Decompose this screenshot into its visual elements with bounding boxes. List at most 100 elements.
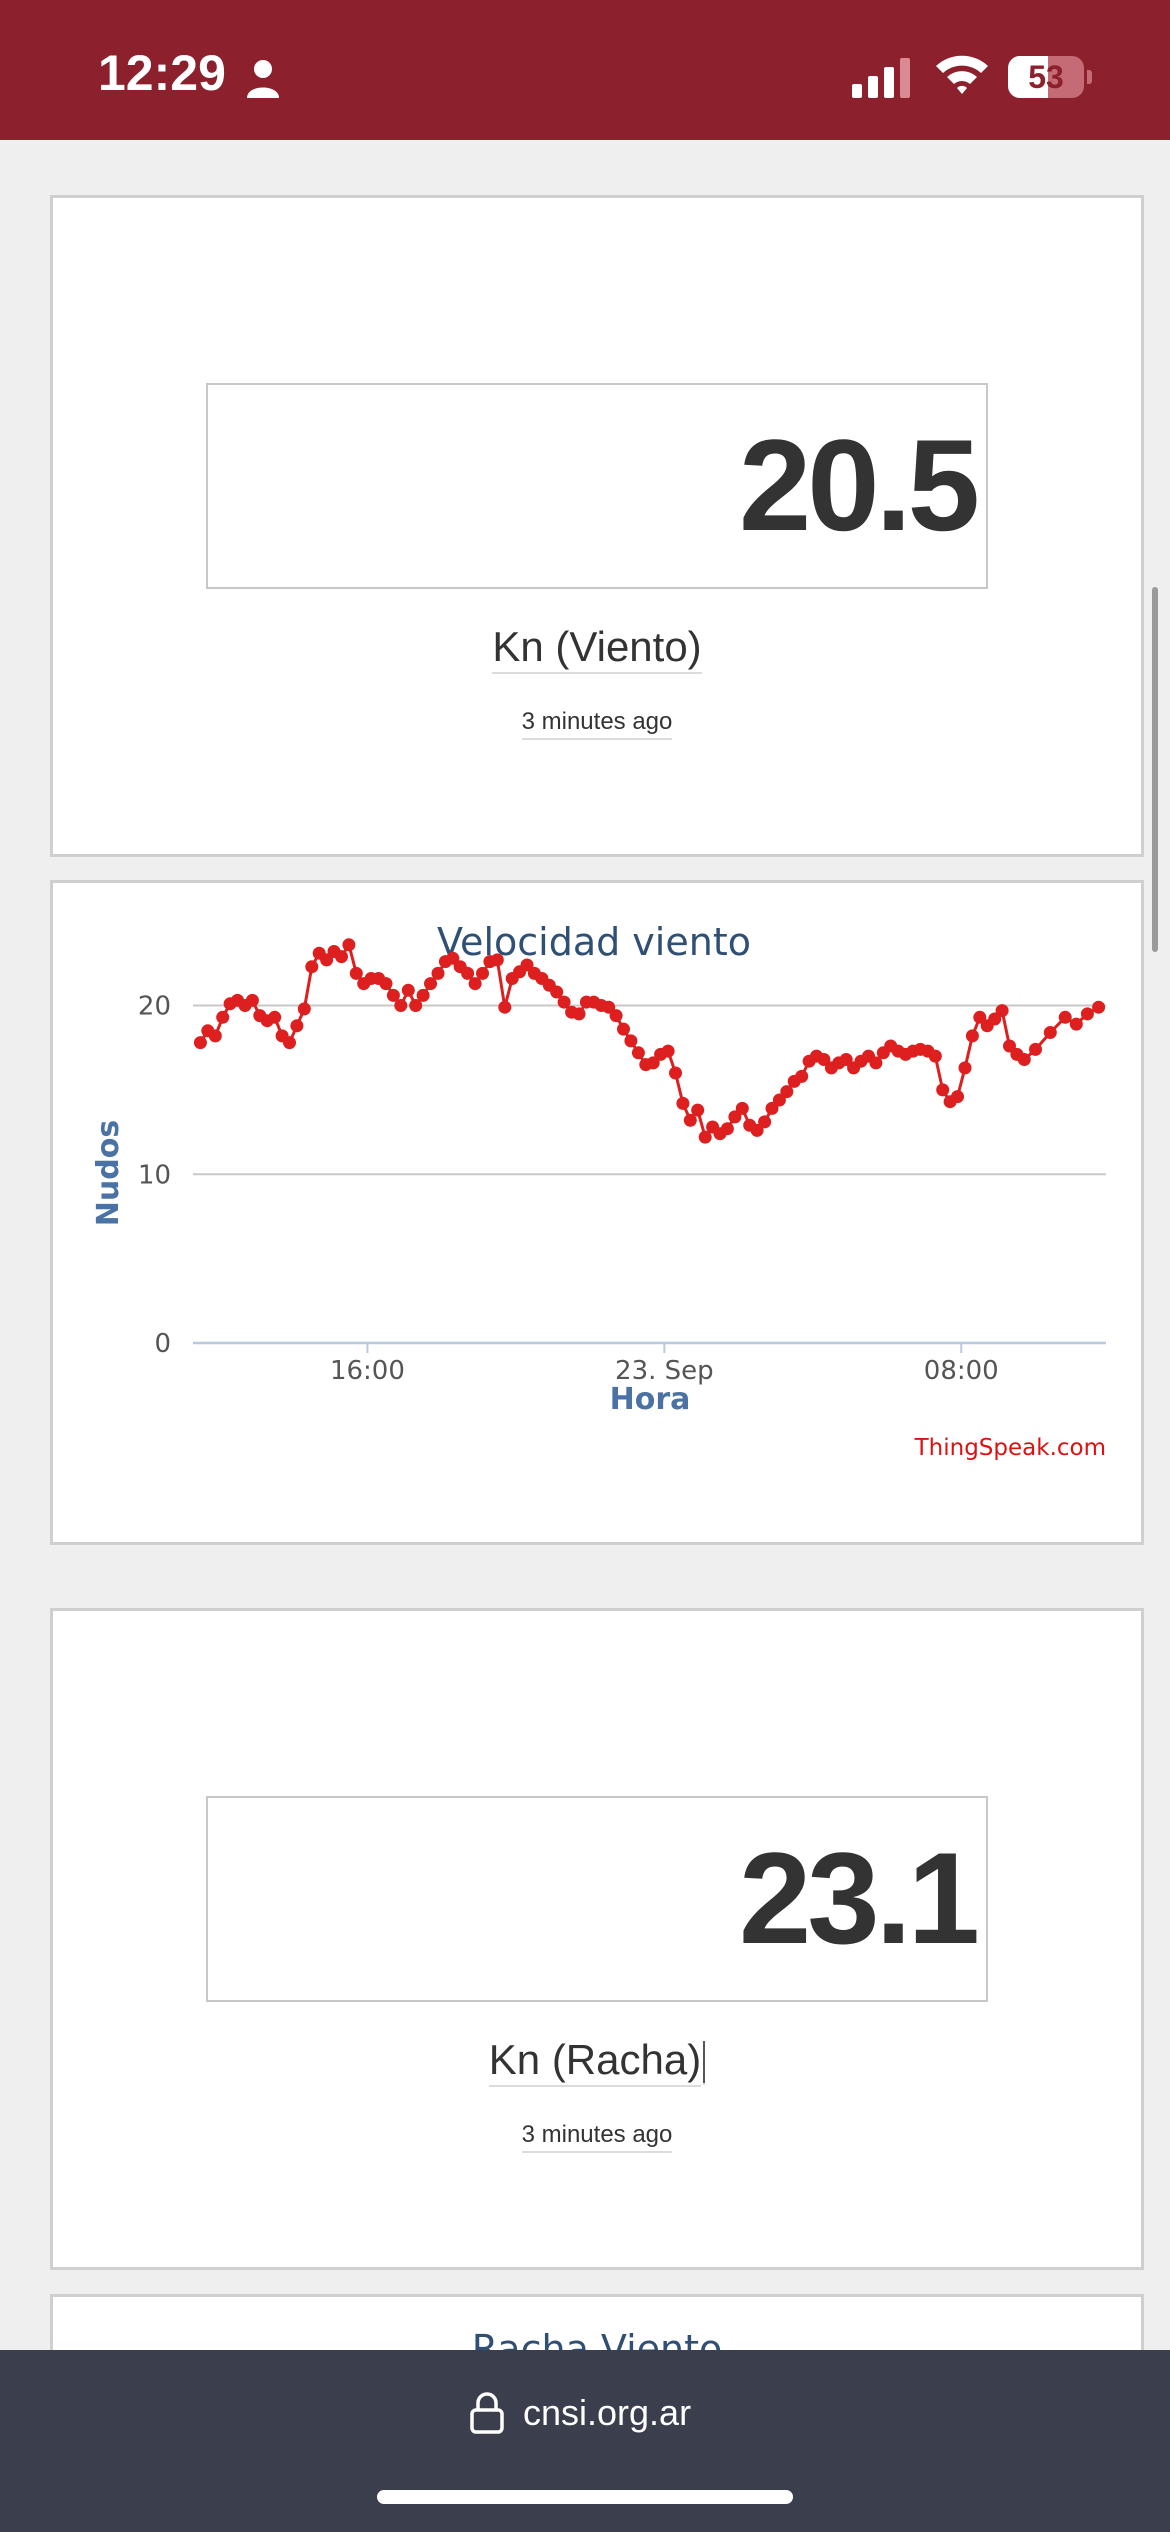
data-point[interactable]	[208, 1029, 222, 1043]
data-point[interactable]	[342, 938, 356, 952]
data-point[interactable]	[572, 1007, 586, 1021]
data-point[interactable]	[683, 1113, 697, 1127]
x-axis-title: Hora	[610, 1382, 691, 1417]
data-point[interactable]	[995, 1004, 1009, 1018]
data-point[interactable]	[958, 1061, 972, 1075]
data-point[interactable]	[424, 977, 437, 991]
numeric-display: 20.5	[206, 383, 988, 589]
data-point[interactable]	[401, 983, 415, 997]
battery-icon: 53	[1008, 56, 1092, 98]
data-point[interactable]	[386, 988, 400, 1002]
y-tick-label: 20	[138, 992, 171, 1022]
data-point[interactable]	[617, 1022, 630, 1036]
data-point[interactable]	[468, 977, 482, 991]
data-point[interactable]	[735, 1101, 749, 1115]
widget-title[interactable]: Kn (Viento)	[492, 623, 702, 674]
data-point[interactable]	[988, 1012, 1002, 1026]
data-point[interactable]	[550, 985, 564, 999]
last-updated: 3 minutes ago	[521, 2121, 673, 2153]
data-point[interactable]	[720, 1122, 734, 1136]
wind-gust-widget: 23.1 Kn (Racha) 3 minutes ago	[50, 1608, 1144, 2270]
data-point[interactable]	[1080, 1007, 1094, 1021]
data-point[interactable]	[394, 999, 408, 1012]
status-bar: 12:29 53	[0, 0, 1170, 140]
data-point[interactable]	[928, 1049, 942, 1063]
data-point[interactable]	[283, 1036, 296, 1050]
data-point[interactable]	[290, 1019, 304, 1033]
data-point[interactable]	[631, 1046, 645, 1060]
data-point[interactable]	[1069, 1017, 1083, 1031]
data-point[interactable]	[297, 1002, 311, 1016]
data-point[interactable]	[839, 1053, 853, 1066]
data-point[interactable]	[765, 1101, 779, 1115]
data-point[interactable]	[817, 1053, 831, 1066]
status-time: 12:29	[98, 45, 226, 101]
data-point[interactable]	[416, 988, 430, 1002]
y-tick-label: 0	[154, 1329, 171, 1359]
data-point[interactable]	[193, 1036, 207, 1050]
data-point[interactable]	[268, 1010, 282, 1024]
data-point[interactable]	[461, 966, 475, 980]
data-point[interactable]	[1017, 1053, 1031, 1066]
data-point[interactable]	[476, 966, 489, 980]
data-point[interactable]	[520, 958, 534, 972]
x-tick-label: 23. Sep	[615, 1356, 714, 1386]
data-point[interactable]	[780, 1085, 794, 1099]
browser-url-bar[interactable]: cnsi.org.ar	[0, 2350, 1170, 2532]
battery-level: 53	[1028, 59, 1064, 95]
data-point[interactable]	[965, 1029, 979, 1043]
text-cursor	[703, 2040, 706, 2085]
data-point[interactable]	[379, 977, 393, 991]
data-point[interactable]	[1092, 1000, 1106, 1014]
series-line	[199, 941, 1100, 1141]
data-point[interactable]	[936, 1083, 950, 1097]
data-point[interactable]	[349, 966, 363, 980]
data-point[interactable]	[335, 950, 348, 964]
data-point[interactable]	[609, 1009, 623, 1023]
data-point[interactable]	[772, 1093, 786, 1107]
data-point[interactable]	[691, 1103, 705, 1117]
wind-speed-widget: 20.5 Kn (Viento) 3 minutes ago	[50, 195, 1144, 857]
home-indicator[interactable]	[377, 2490, 793, 2504]
data-point[interactable]	[557, 995, 571, 1009]
person-icon	[247, 60, 279, 98]
last-updated: 3 minutes ago	[521, 708, 673, 740]
data-point[interactable]	[305, 960, 319, 974]
data-point[interactable]	[409, 999, 423, 1012]
widget-title[interactable]: Kn (Racha)	[488, 2036, 702, 2087]
chart-title: Velocidad viento	[437, 920, 751, 964]
data-point[interactable]	[795, 1069, 809, 1083]
data-point[interactable]	[602, 1000, 616, 1014]
data-point[interactable]	[1029, 1042, 1042, 1056]
data-point[interactable]	[869, 1056, 883, 1070]
data-point[interactable]	[758, 1115, 772, 1129]
data-point[interactable]	[676, 1096, 690, 1110]
data-point[interactable]	[245, 993, 259, 1007]
data-point[interactable]	[669, 1066, 682, 1080]
scrollbar[interactable]	[1152, 587, 1158, 952]
data-point[interactable]	[624, 1034, 638, 1048]
data-point[interactable]	[951, 1090, 964, 1104]
data-point[interactable]	[1003, 1039, 1016, 1053]
data-point[interactable]	[698, 1130, 712, 1144]
data-point[interactable]	[216, 1010, 230, 1024]
data-point[interactable]	[973, 1010, 987, 1024]
url-text[interactable]: cnsi.org.ar	[523, 2392, 692, 2433]
data-point[interactable]	[646, 1056, 660, 1070]
y-tick-label: 10	[138, 1160, 171, 1190]
data-point[interactable]	[320, 953, 334, 967]
wifi-icon	[936, 55, 988, 94]
wind-gust-value: 23.1	[738, 1825, 980, 1971]
data-point[interactable]	[446, 951, 460, 965]
data-point[interactable]	[728, 1110, 742, 1124]
data-point[interactable]	[661, 1044, 675, 1058]
data-point[interactable]	[750, 1123, 764, 1137]
chart-credit[interactable]: ThingSpeak.com	[914, 1435, 1106, 1461]
data-point[interactable]	[490, 953, 504, 967]
data-point[interactable]	[1058, 1010, 1072, 1024]
data-point[interactable]	[431, 966, 445, 980]
data-point[interactable]	[498, 1000, 512, 1014]
data-point[interactable]	[1043, 1026, 1057, 1039]
cellular-signal-icon	[852, 58, 910, 98]
